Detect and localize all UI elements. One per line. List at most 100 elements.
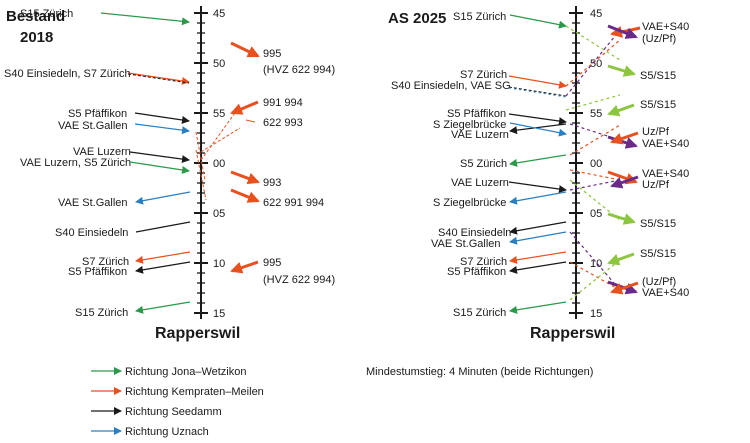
left-title-line1: Bestand	[6, 8, 65, 25]
left-right-label: (HVZ 622 994)	[263, 274, 335, 286]
right-right-label: S5/S15	[640, 99, 676, 111]
right-left-label: S5 Pfäffikon	[447, 108, 506, 120]
left-panel: Bestand 2018 45 50 55 00 05 10 15 S15 Zü…	[4, 6, 335, 342]
departure-arrow-blue	[135, 191, 191, 205]
left-departure-label: VAE St.Gallen	[58, 197, 128, 209]
thick-arrow-right	[607, 64, 636, 77]
left-tick-45: 45	[213, 8, 225, 20]
left-station-name: Rapperswil	[155, 325, 240, 342]
left-departure-label: S7 Zürich	[82, 256, 129, 268]
thick-arrow-right	[607, 212, 636, 225]
arrival-arrow-black	[508, 113, 567, 125]
left-right-label: 622 991 994	[263, 197, 324, 209]
thick-arrow-left	[230, 100, 259, 115]
right-left-label: S Ziegelbrücke	[433, 119, 506, 131]
arrival-arrow-black	[129, 151, 190, 164]
right-left-label: VAE Luzern	[451, 177, 509, 189]
departure-arrow-orange	[135, 251, 191, 264]
departure-arrow-blue	[509, 191, 567, 205]
right-left-label: VAE St.Gallen	[431, 238, 501, 250]
right-right-label: VAE+S40	[642, 287, 689, 299]
legend-item: Richtung Seedamm	[125, 406, 222, 418]
right-station-name: Rapperswil	[530, 325, 615, 342]
arrival-arrow-orange	[127, 72, 190, 85]
arrival-arrow-green	[100, 12, 190, 26]
departure-arrow-black	[135, 261, 191, 274]
departure-arrow-blue	[509, 231, 567, 245]
right-right-label: S5/S15	[640, 218, 676, 230]
connector-line	[245, 119, 256, 123]
right-title: AS 2025	[388, 10, 446, 27]
left-tick-00: 00	[213, 158, 225, 170]
right-left-label: S5 Zürich	[460, 158, 507, 170]
right-left-label: S40 Einsiedeln	[438, 227, 511, 239]
left-departure-label: S40 Einsiedeln	[55, 227, 128, 239]
thick-arrow-left	[610, 281, 639, 295]
left-right-label: 995	[263, 257, 281, 269]
arrival-arrow-black-dashed	[508, 86, 567, 97]
right-right-label: VAE+S40	[642, 138, 689, 150]
right-tick-50: 50	[590, 58, 602, 70]
thick-arrow-right	[230, 188, 260, 203]
left-arrival-label: VAE Luzern, S5 Zürich	[20, 157, 131, 169]
departure-arrow-orange	[509, 251, 567, 264]
right-right-label: S5/S15	[640, 70, 676, 82]
left-departure-label: S5 Pfäffikon	[68, 266, 127, 278]
legend-item: Richtung Jona–Wetzikon	[125, 366, 246, 378]
right-left-label: S7 Zürich	[460, 256, 507, 268]
right-right-label: S5/S15	[640, 248, 676, 260]
arrival-arrow-blue	[509, 122, 567, 137]
departure-arrow-black	[509, 261, 567, 274]
thick-arrow-right	[230, 41, 260, 58]
right-left-label: S7 Zürich	[460, 69, 507, 81]
left-arrival-label: S15 Zürich	[20, 8, 73, 20]
right-left-label: VAE Luzern	[451, 129, 509, 141]
thick-arrow-right	[607, 24, 638, 39]
left-tick-15: 15	[213, 308, 225, 320]
right-left-label: S5 Pfäffikon	[447, 266, 506, 278]
arrival-arrow-black-overlay	[127, 73, 190, 84]
arrival-arrow-green	[509, 14, 567, 29]
right-major-ticks	[569, 12, 583, 314]
departure-arrow-green	[509, 154, 567, 167]
left-connection-lines	[195, 105, 241, 201]
legend-item: Richtung Uznach	[125, 426, 209, 438]
thick-arrow-left	[610, 131, 639, 145]
left-right-label: 995	[263, 48, 281, 60]
left-tick-50: 50	[213, 58, 225, 70]
departure-arrow-green	[509, 301, 567, 314]
right-tick-00: 00	[590, 158, 602, 170]
right-right-label: (Uz/Pf)	[642, 276, 676, 288]
left-arrival-label: VAE Luzern	[73, 146, 131, 158]
legend-item: Richtung Kempraten–Meilen	[125, 386, 264, 398]
transfer-note: Mindestumstieg: 4 Minuten (beide Richtun…	[366, 366, 593, 378]
left-tick-55: 55	[213, 108, 225, 120]
right-tick-55: 55	[590, 108, 602, 120]
right-tick-45: 45	[590, 8, 602, 20]
arrival-arrow-black	[134, 112, 190, 124]
left-title-line2: 2018	[20, 29, 53, 46]
left-major-ticks	[194, 12, 208, 314]
right-tick-10: 10	[590, 258, 602, 270]
right-left-label: S40 Einsiedeln, VAE SG	[391, 80, 511, 92]
departure-line-black	[135, 221, 191, 233]
left-arrival-label: S5 Pfäffikon	[68, 108, 127, 120]
right-right-label: Uz/Pf	[642, 179, 670, 191]
left-minor-ticks	[197, 22, 205, 304]
thick-arrow-left	[607, 103, 635, 117]
left-right-label: 993	[263, 177, 281, 189]
right-panel: AS 2025 45 50 55 00 05 10 15 S15 Zürich …	[388, 6, 689, 342]
departure-arrow-black	[509, 123, 567, 135]
right-left-label: S15 Zürich	[453, 307, 506, 319]
thick-arrow-right	[230, 170, 260, 185]
right-left-label: S15 Zürich	[453, 11, 506, 23]
right-right-label: VAE+S40	[642, 21, 689, 33]
left-right-label: 622 993	[263, 117, 303, 129]
arrival-arrow-blue-dashed	[508, 87, 567, 98]
left-tick-10: 10	[213, 258, 225, 270]
arrival-arrow-black	[508, 181, 567, 193]
thick-arrow-left	[607, 252, 635, 266]
left-arrival-label: S40 Einsiedeln, S7 Zürich	[4, 68, 131, 80]
right-minor-ticks	[572, 22, 580, 304]
left-right-label: (HVZ 622 994)	[263, 64, 335, 76]
